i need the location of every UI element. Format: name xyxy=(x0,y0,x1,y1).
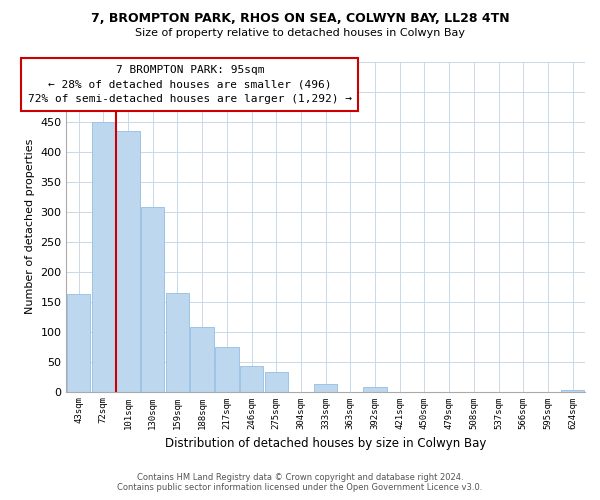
Text: Size of property relative to detached houses in Colwyn Bay: Size of property relative to detached ho… xyxy=(135,28,465,38)
Text: 7, BROMPTON PARK, RHOS ON SEA, COLWYN BAY, LL28 4TN: 7, BROMPTON PARK, RHOS ON SEA, COLWYN BA… xyxy=(91,12,509,26)
Bar xyxy=(190,326,214,392)
X-axis label: Distribution of detached houses by size in Colwyn Bay: Distribution of detached houses by size … xyxy=(165,437,487,450)
Bar xyxy=(166,292,189,392)
Bar xyxy=(92,122,115,392)
Bar xyxy=(561,390,584,392)
Bar xyxy=(141,206,164,392)
Bar xyxy=(265,372,288,392)
Y-axis label: Number of detached properties: Number of detached properties xyxy=(25,139,35,314)
Bar xyxy=(215,347,239,392)
Text: 7 BROMPTON PARK: 95sqm
← 28% of detached houses are smaller (496)
72% of semi-de: 7 BROMPTON PARK: 95sqm ← 28% of detached… xyxy=(28,64,352,104)
Text: Contains HM Land Registry data © Crown copyright and database right 2024.
Contai: Contains HM Land Registry data © Crown c… xyxy=(118,473,482,492)
Bar xyxy=(364,388,387,392)
Bar xyxy=(314,384,337,392)
Bar xyxy=(67,294,91,392)
Bar xyxy=(116,130,140,392)
Bar xyxy=(240,366,263,392)
